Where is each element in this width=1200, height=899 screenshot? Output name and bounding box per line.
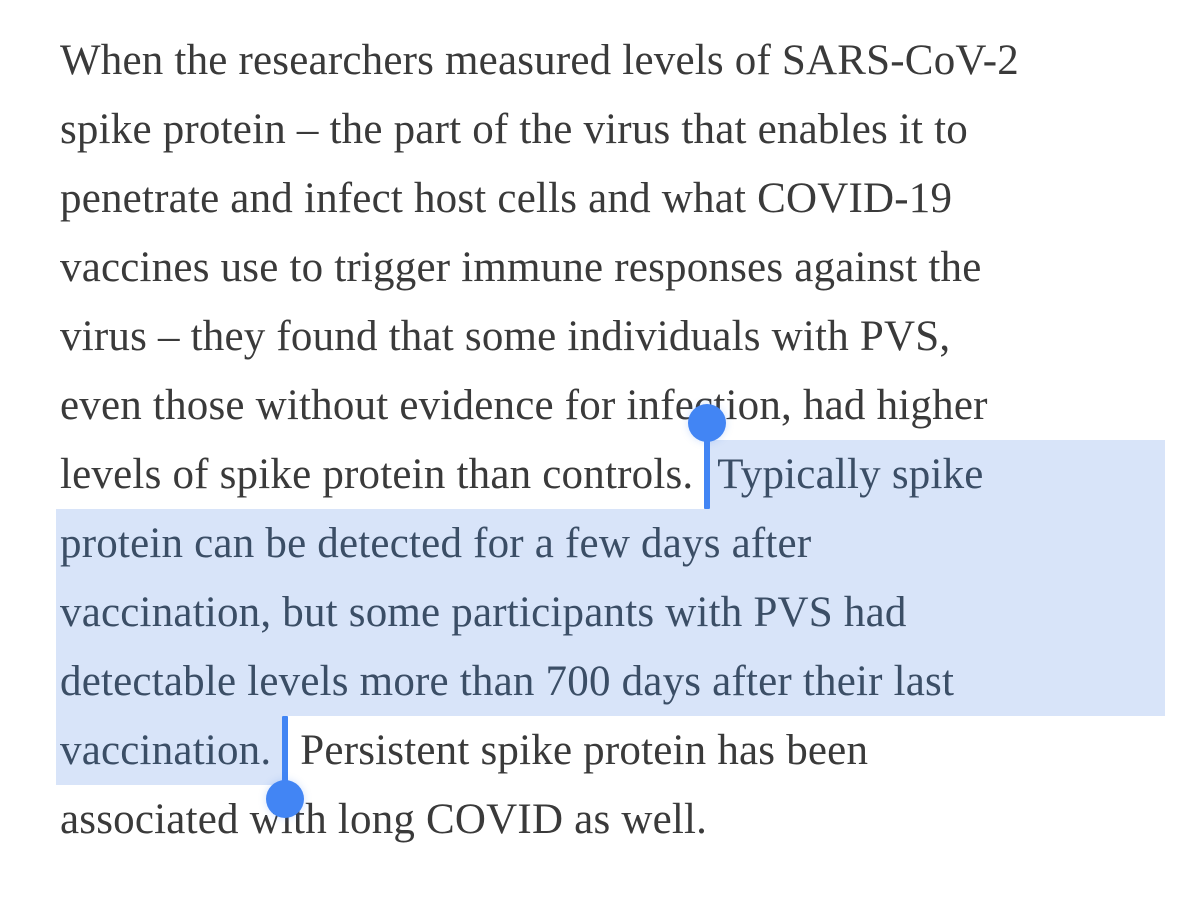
selected-text-segment: detectable levels more than 700 days aft…: [60, 658, 955, 705]
text-line: virus – they found that some individuals…: [56, 302, 1165, 371]
text-segment: virus – they found that some individuals…: [60, 313, 951, 360]
selected-text-segment: vaccination, but some participants with …: [60, 589, 907, 636]
text-segment: Persistent spike protein has been: [300, 727, 869, 774]
selection-bar-end-icon[interactable]: [282, 716, 289, 790]
selection-knob-end-icon[interactable]: [266, 780, 305, 818]
text-line: associated with long COVID as well.: [56, 785, 1165, 854]
selection-handle-end[interactable]: [266, 716, 305, 818]
text-line: vaccines use to trigger immune responses…: [56, 233, 1165, 302]
text-segment: vaccines use to trigger immune responses…: [60, 244, 982, 291]
text-segment: associated with long COVID as well.: [60, 796, 708, 843]
text-line: When the researchers measured levels of …: [56, 26, 1165, 95]
selection-handle-start[interactable]: [688, 404, 727, 509]
selected-text-segment: protein can be detected for a few days a…: [60, 520, 812, 567]
text-line-selected: protein can be detected for a few days a…: [56, 509, 1165, 578]
text-segment: spike protein – the part of the virus th…: [60, 106, 969, 153]
selection-bar-start-icon[interactable]: [704, 440, 711, 509]
text-line: spike protein – the part of the virus th…: [56, 95, 1165, 164]
text-line: even those without evidence for infectio…: [56, 371, 1165, 440]
article-paragraph: When the researchers measured levels of …: [56, 26, 1165, 854]
text-segment: penetrate and infect host cells and what…: [60, 175, 953, 222]
text-segment: When the researchers measured levels of …: [60, 37, 1019, 84]
selected-text-segment: vaccination.: [56, 716, 283, 785]
text-line-selected: detectable levels more than 700 days aft…: [56, 647, 1165, 716]
text-segment: even those without evidence for infectio…: [60, 382, 988, 429]
text-line-selection-start: levels of spike protein than controls. T…: [56, 404, 1165, 509]
text-line: penetrate and infect host cells and what…: [56, 164, 1165, 233]
selection-knob-start-icon[interactable]: [688, 404, 727, 442]
selected-text-segment: Typically spike: [710, 440, 1165, 509]
text-line-selection-end: vaccination. Persistent spike protein ha…: [56, 716, 1165, 818]
text-segment: levels of spike protein than controls.: [60, 451, 705, 498]
text-line-selected: vaccination, but some participants with …: [56, 578, 1165, 647]
